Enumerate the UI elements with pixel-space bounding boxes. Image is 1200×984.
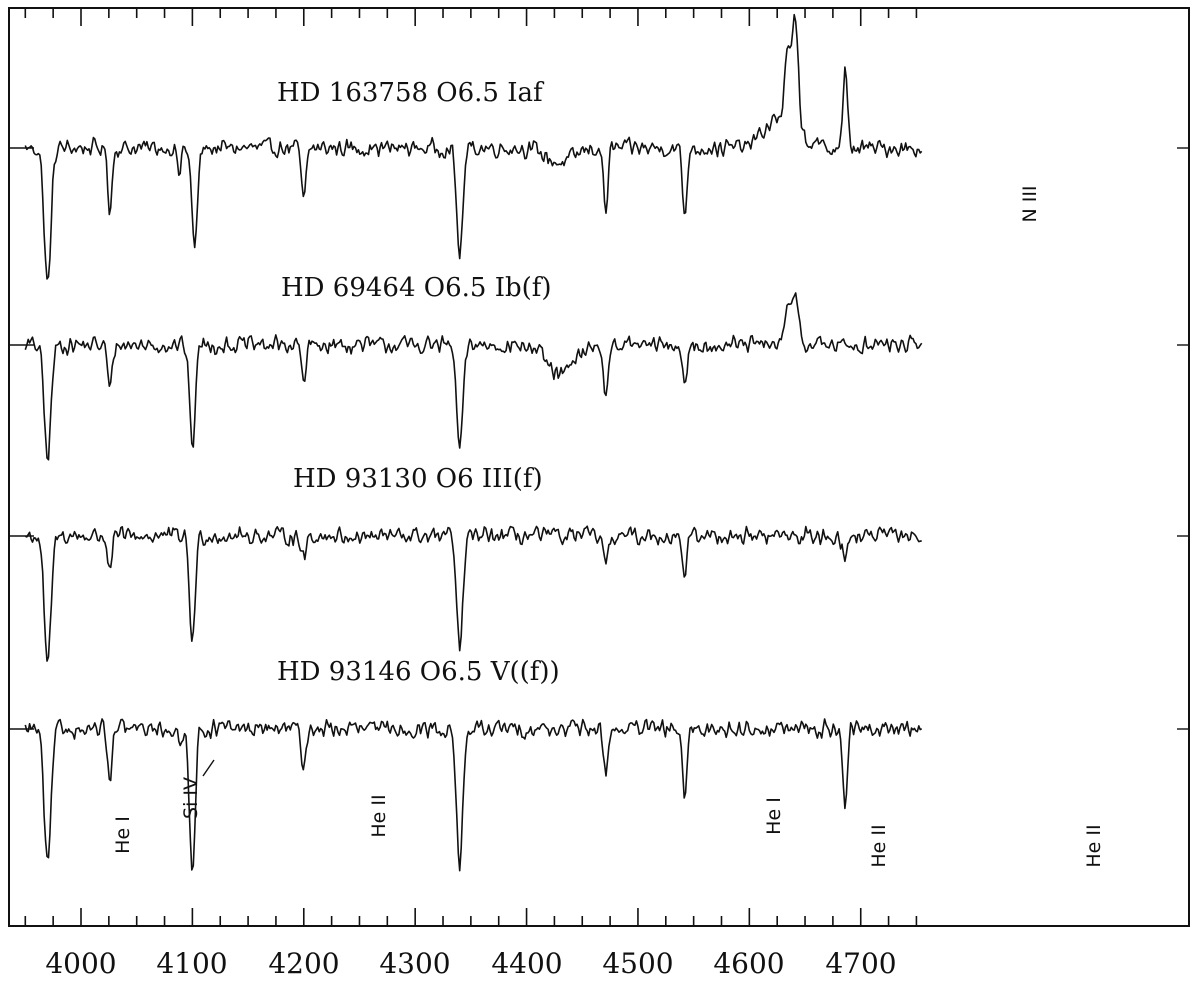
x-tick-label: 4500: [602, 947, 673, 980]
annotation-n-iii: N III: [1019, 185, 1041, 222]
annotation-he-i-4026: He I: [112, 816, 134, 854]
series-label-hd93146: HD 93146 O6.5 V((f)): [277, 657, 560, 687]
x-tick-label: 4700: [825, 947, 896, 980]
x-tick-label: 4600: [713, 947, 784, 980]
spectrum-series-1: [24, 292, 923, 461]
x-tick-label: 4400: [491, 947, 562, 980]
x-tick-label: 4000: [45, 947, 116, 980]
spectrum-series-2: [25, 525, 922, 662]
x-tick-label: 4100: [156, 947, 227, 980]
spectrum-series-3: [24, 718, 923, 872]
spectra-group: [24, 13, 923, 872]
x-tick-label: 4200: [268, 947, 339, 980]
spectrum-series-0: [24, 13, 923, 280]
annotation-he-ii-4686: He II: [1083, 824, 1105, 867]
series-label-hd163758: HD 163758 O6.5 Iaf: [277, 78, 545, 108]
annotation-he-i-4471: He I: [763, 797, 785, 835]
x-tick-label: 4300: [379, 947, 450, 980]
si-iv-leader-line: [202, 759, 215, 777]
series-label-hd93130: HD 93130 O6 III(f): [293, 464, 543, 494]
axis-ticks: [9, 8, 1189, 926]
annotation-he-ii-4542: He II: [868, 824, 890, 867]
series-label-hd69464: HD 69464 O6.5 Ib(f): [281, 273, 552, 303]
plot-frame: [8, 7, 1190, 927]
annotation-leaders: [202, 759, 215, 777]
annotation-si-iv: Si IV: [180, 777, 202, 819]
annotation-he-ii-4200: He II: [368, 794, 390, 837]
